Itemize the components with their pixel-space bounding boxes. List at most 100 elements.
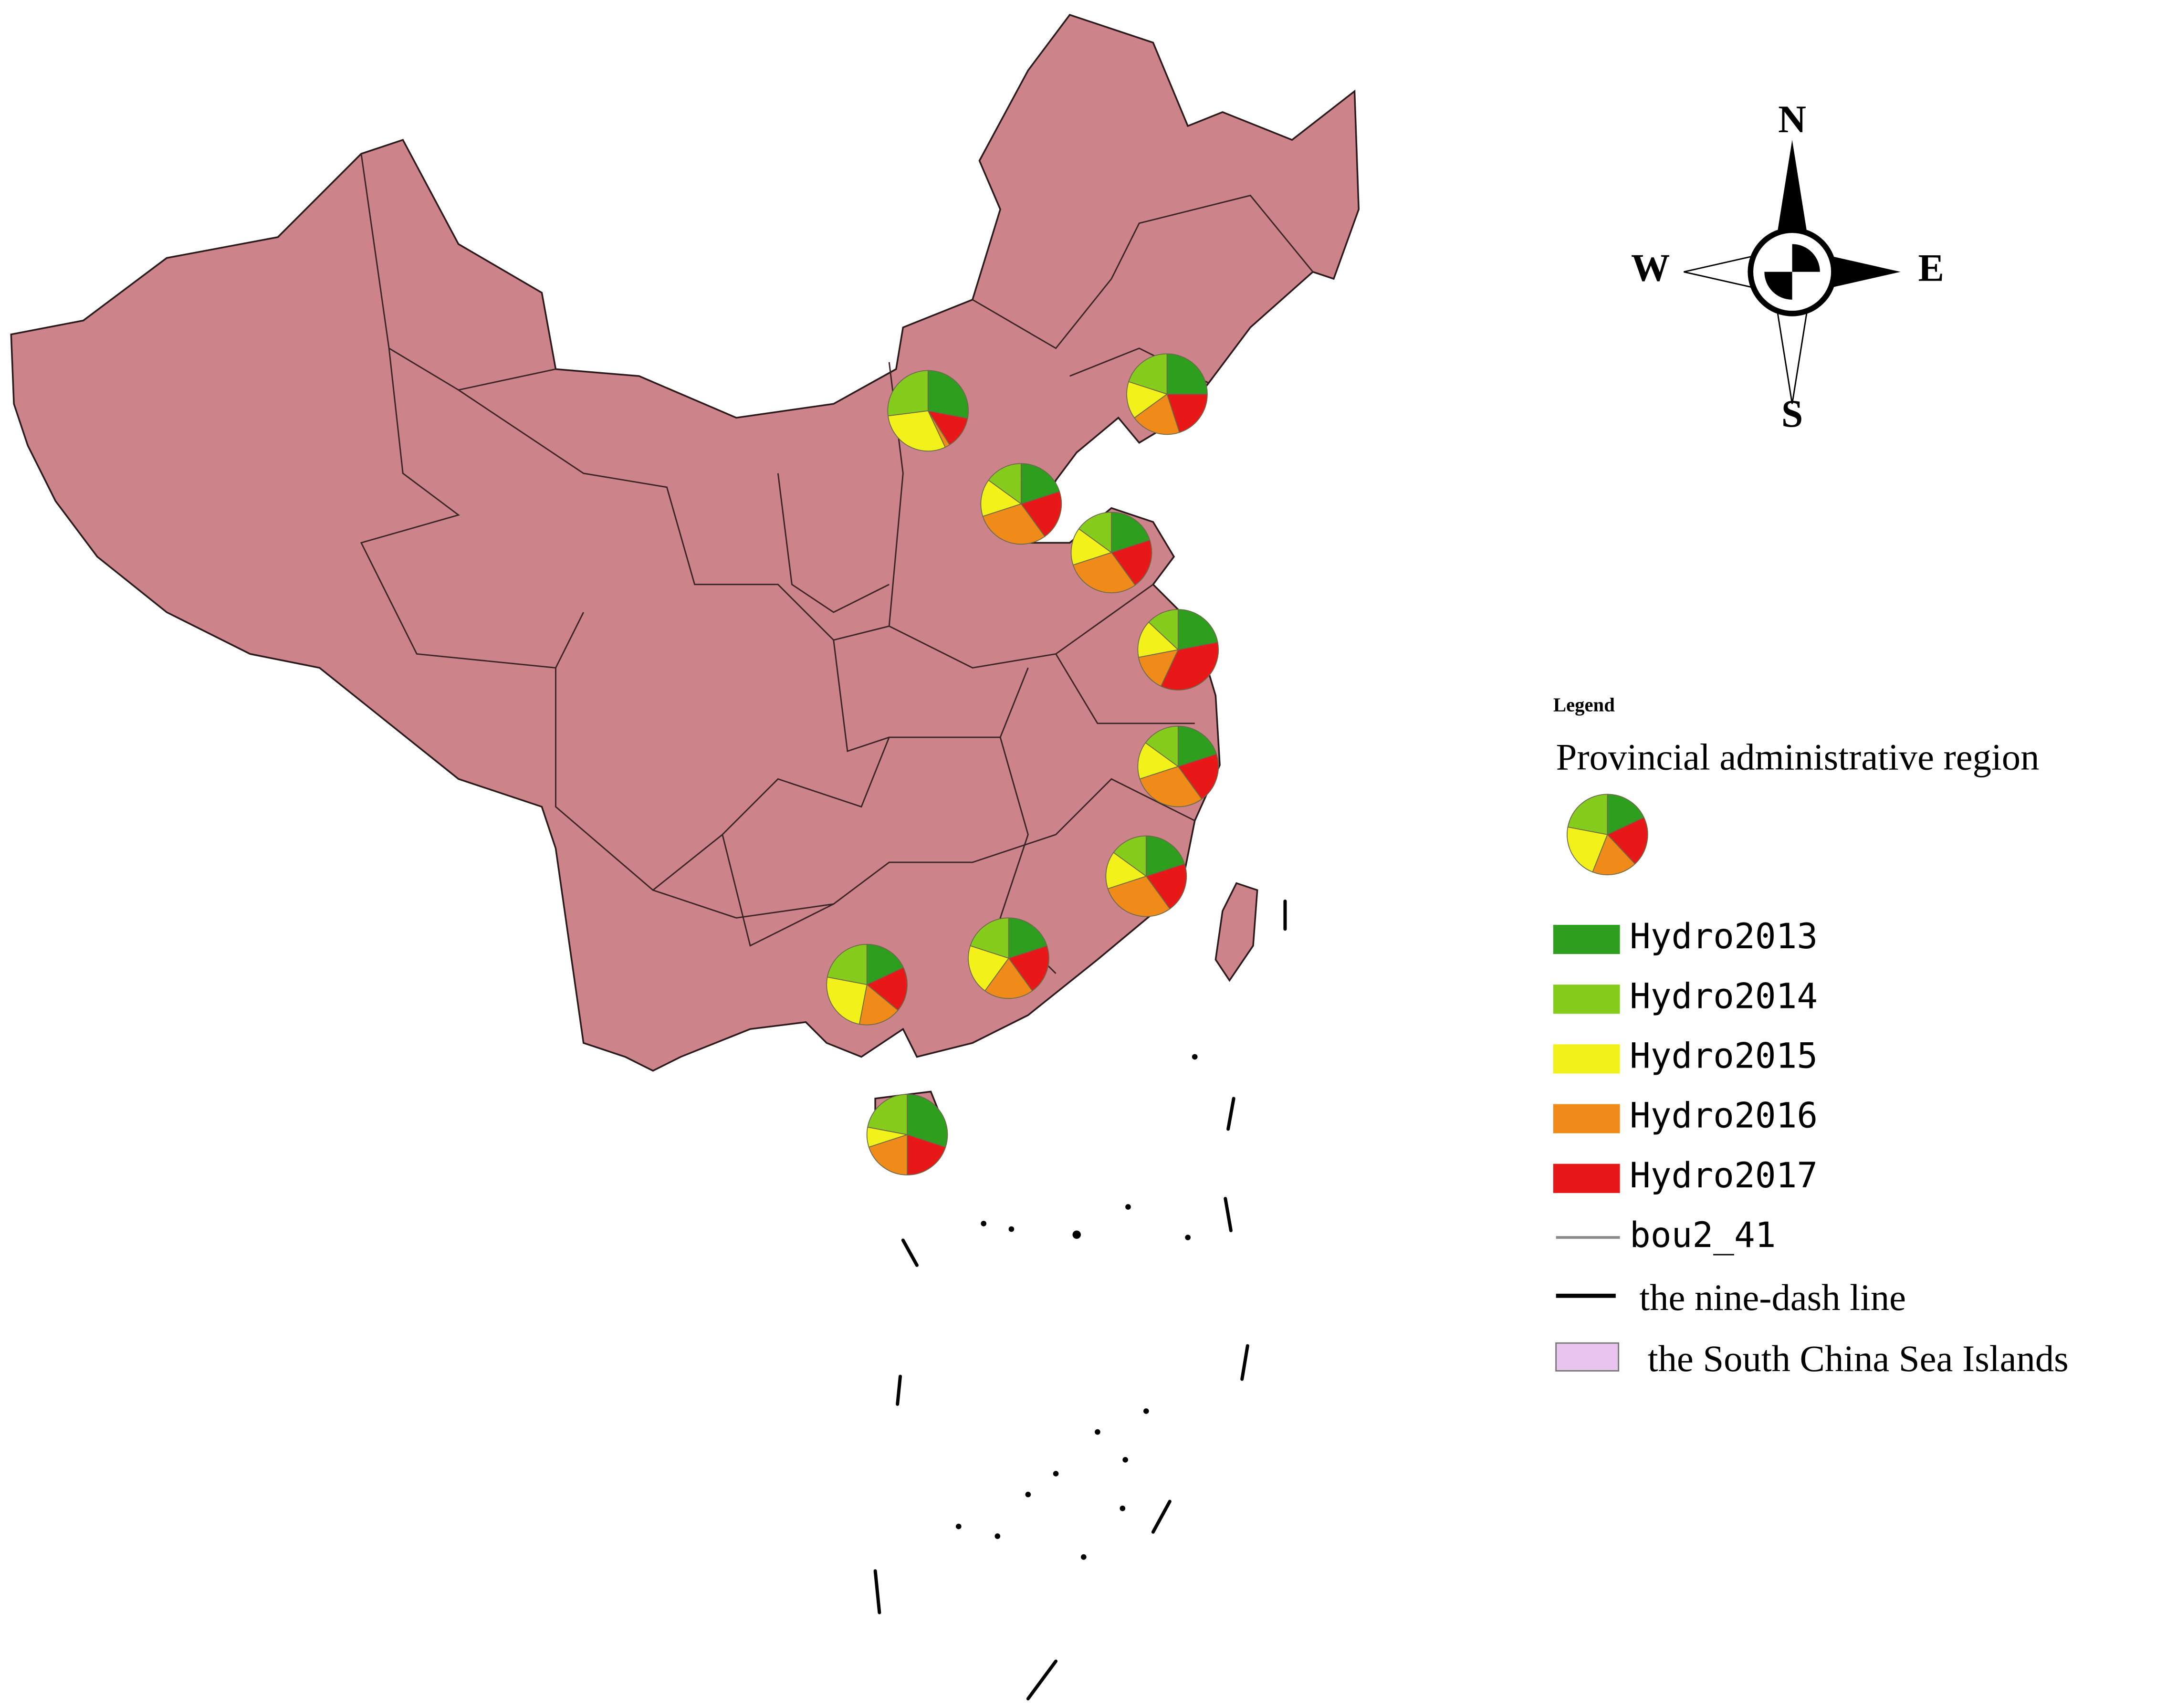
nine-dash: [1026, 1659, 1058, 1701]
pie-slice: [1072, 552, 1136, 594]
pie-slice: [1177, 725, 1217, 767]
pie: [968, 917, 1049, 999]
pie: [1567, 794, 1648, 876]
pie-slice: [867, 1094, 908, 1135]
nine-dash: [901, 1238, 919, 1267]
island: [1053, 1471, 1059, 1477]
china-outline: [10, 14, 1360, 1072]
compass-n: N: [1778, 97, 1806, 141]
legend-label: Hydro2014: [1630, 976, 1818, 1016]
pie-slice: [907, 1094, 948, 1148]
legend-label: bou2_41: [1630, 1215, 1776, 1256]
pie: [887, 370, 969, 452]
pie: [866, 1094, 948, 1175]
pie-slice: [1145, 835, 1185, 877]
pie: [1126, 353, 1208, 435]
nine-dash: [1224, 1197, 1233, 1232]
legend-swatch: [1553, 985, 1620, 1014]
pie-slice: [1008, 917, 1047, 959]
nine-dash: [873, 1569, 881, 1614]
nine-dash: [1240, 1344, 1249, 1381]
pie-slice: [970, 917, 1009, 959]
island: [1072, 1230, 1081, 1239]
pie-slice: [888, 410, 946, 452]
legend-layer: Provincial administrative region: [1556, 736, 2040, 778]
pie-slice: [1139, 766, 1203, 807]
pie-slice: [1008, 945, 1049, 992]
pie-slice: [980, 480, 1022, 517]
pie: [1070, 512, 1152, 594]
pie-slice: [866, 967, 908, 1011]
pie-slice: [1145, 863, 1187, 910]
legend-label: Hydro2016: [1630, 1096, 1818, 1136]
compass-center: [1764, 244, 1820, 300]
pie-slice: [1133, 393, 1180, 435]
pie-slice: [1070, 528, 1112, 566]
pie-slice: [1128, 353, 1168, 395]
island: [1025, 1491, 1031, 1498]
nine-dash: [1151, 1499, 1172, 1534]
border: [777, 473, 890, 613]
island: [994, 1533, 1001, 1539]
pie: [1137, 725, 1219, 807]
pie-slice: [1111, 512, 1151, 553]
pie: [826, 943, 908, 1026]
pie: [980, 463, 1062, 545]
island: [1125, 1204, 1131, 1210]
taiwan: [1214, 882, 1258, 982]
pie-slice: [927, 410, 968, 446]
pie-slice: [826, 976, 868, 1025]
pie-slice: [988, 463, 1022, 505]
pie-slice: [866, 943, 904, 985]
island: [1192, 1054, 1198, 1060]
island: [1122, 1457, 1128, 1463]
pie-slice: [868, 1134, 908, 1175]
pie-slice: [1145, 725, 1179, 767]
pie-slice: [1607, 794, 1644, 836]
pie-slice: [1160, 641, 1219, 691]
pie-slice: [1166, 353, 1208, 395]
nine-dash: [896, 1374, 902, 1406]
island: [1095, 1429, 1100, 1435]
border: [1110, 194, 1314, 279]
border: [833, 639, 1029, 753]
pie-slice: [1606, 817, 1648, 865]
border: [1055, 653, 1195, 724]
pie-slice: [982, 503, 1046, 545]
border: [972, 278, 1112, 349]
legend-swatch: [1553, 924, 1620, 954]
island: [1120, 1505, 1126, 1511]
pie-slice: [927, 370, 969, 419]
legend-swatch: [1553, 1104, 1620, 1133]
legend-label: Hydro2015: [1630, 1036, 1818, 1076]
pie-slice: [1177, 609, 1218, 650]
pie-slice: [1020, 463, 1060, 505]
compass-w: W: [1631, 246, 1670, 289]
pie: [1137, 609, 1219, 691]
border: [360, 154, 556, 391]
legend-swatch: [1553, 1163, 1620, 1193]
pie-slice: [907, 1134, 946, 1175]
island: [1185, 1235, 1191, 1240]
border: [652, 778, 1195, 919]
pie-slice: [1166, 393, 1208, 433]
border: [888, 362, 1154, 669]
pie-slice: [1592, 834, 1636, 876]
legend-label: Hydro2013: [1630, 916, 1818, 957]
pie-slice: [1137, 742, 1179, 780]
compass: N S W E: [1631, 97, 1944, 435]
pie-slice: [1567, 826, 1608, 873]
compass-e: E: [1918, 246, 1944, 289]
legend-swatch: [1555, 1342, 1620, 1372]
pie-slice: [1177, 753, 1219, 800]
legend-title: Legend: [1553, 694, 1615, 715]
pie: [1105, 835, 1187, 917]
border: [722, 834, 834, 947]
pies: [826, 353, 1648, 1175]
island: [1143, 1408, 1149, 1414]
pie-slice: [1105, 852, 1147, 890]
compass-s: S: [1781, 392, 1803, 435]
land: [10, 14, 1360, 1162]
legend: Legend Provincial administrative region …: [1553, 694, 2069, 1380]
